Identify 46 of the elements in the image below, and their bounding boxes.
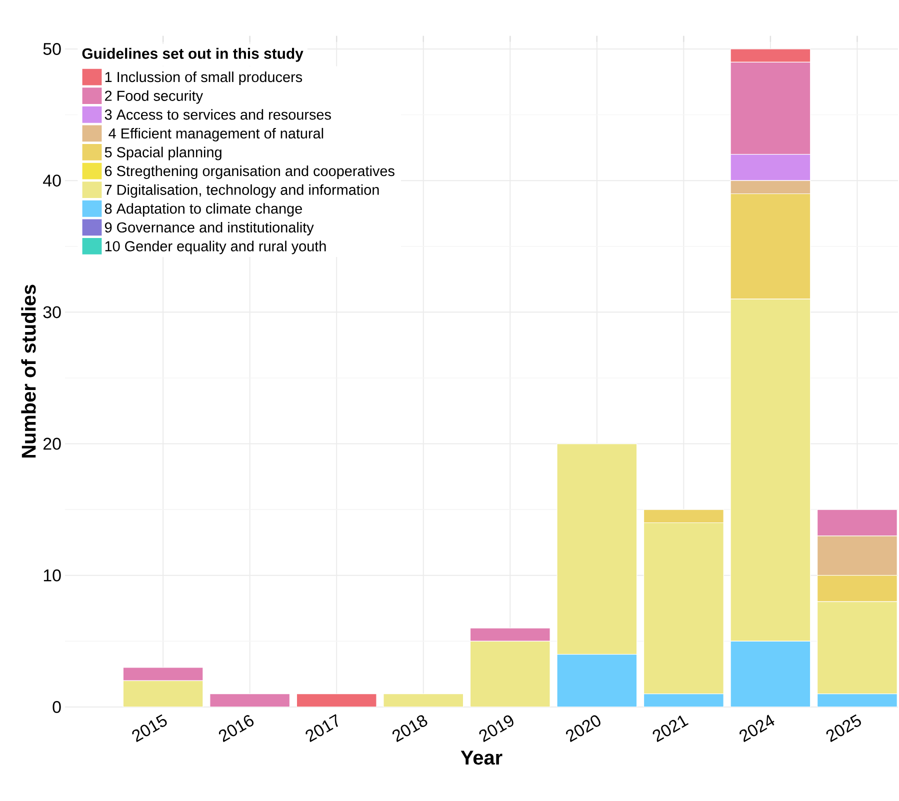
x-tick-label: 2025 xyxy=(826,714,861,742)
bar xyxy=(470,641,550,707)
x-tick-label: 2017 xyxy=(306,714,338,742)
legend-label: 5 Spacial planning xyxy=(104,146,222,160)
x-tick-label: 2019 xyxy=(479,715,514,742)
bar xyxy=(383,694,464,707)
x-tick-label: 2024 xyxy=(740,714,774,742)
bar xyxy=(730,298,811,642)
x-tick-label: 2021 xyxy=(652,716,689,742)
legend-label: 1 Inclussion of small producers xyxy=(105,72,302,86)
bar xyxy=(643,509,724,524)
legend-label: 4 Efficient management of natural xyxy=(108,128,324,142)
legend-label: 8 Adaptation to climate change xyxy=(104,203,302,217)
y-tick-label: 10 xyxy=(44,569,61,582)
bar xyxy=(643,522,724,694)
y-tick-label: 30 xyxy=(43,306,61,318)
x-tick-label: 2020 xyxy=(566,715,600,742)
bar xyxy=(470,628,550,642)
x-tick-label: 2018 xyxy=(392,715,428,742)
bar xyxy=(730,641,810,707)
x-tick-label: 2015 xyxy=(132,714,167,742)
bar xyxy=(556,654,637,707)
bar xyxy=(817,694,898,707)
bar xyxy=(817,509,898,536)
y-tick-label: 0 xyxy=(52,700,61,713)
bar xyxy=(210,694,290,707)
y-tick-label: 20 xyxy=(44,438,61,450)
x-tick-label: 2016 xyxy=(218,715,254,742)
y-tick-label: 40 xyxy=(43,174,61,187)
bar xyxy=(122,680,204,707)
bar xyxy=(817,601,898,694)
legend-label: 3 Access to services and resourses xyxy=(104,109,331,120)
bar xyxy=(644,694,724,707)
legend-label: 10 Gender equality and rural youth xyxy=(105,240,326,254)
bar xyxy=(122,667,204,681)
x-axis-title: Year xyxy=(460,750,502,765)
legend-label: 7 Digitalisation, technology and information xyxy=(105,184,379,198)
legend-title: Guidelines set out in this study xyxy=(82,48,304,62)
y-tick-label: 50 xyxy=(43,42,61,55)
y-axis-title: Number of studies xyxy=(21,284,36,458)
legend-label: 9 Governance and institutionality xyxy=(104,222,314,236)
bar xyxy=(296,694,377,707)
legend-label: 6 Stregthening organisation and cooperatives xyxy=(105,166,394,180)
bar xyxy=(730,62,811,155)
legend-label: 2 Food security xyxy=(105,90,204,104)
bar xyxy=(556,443,638,655)
